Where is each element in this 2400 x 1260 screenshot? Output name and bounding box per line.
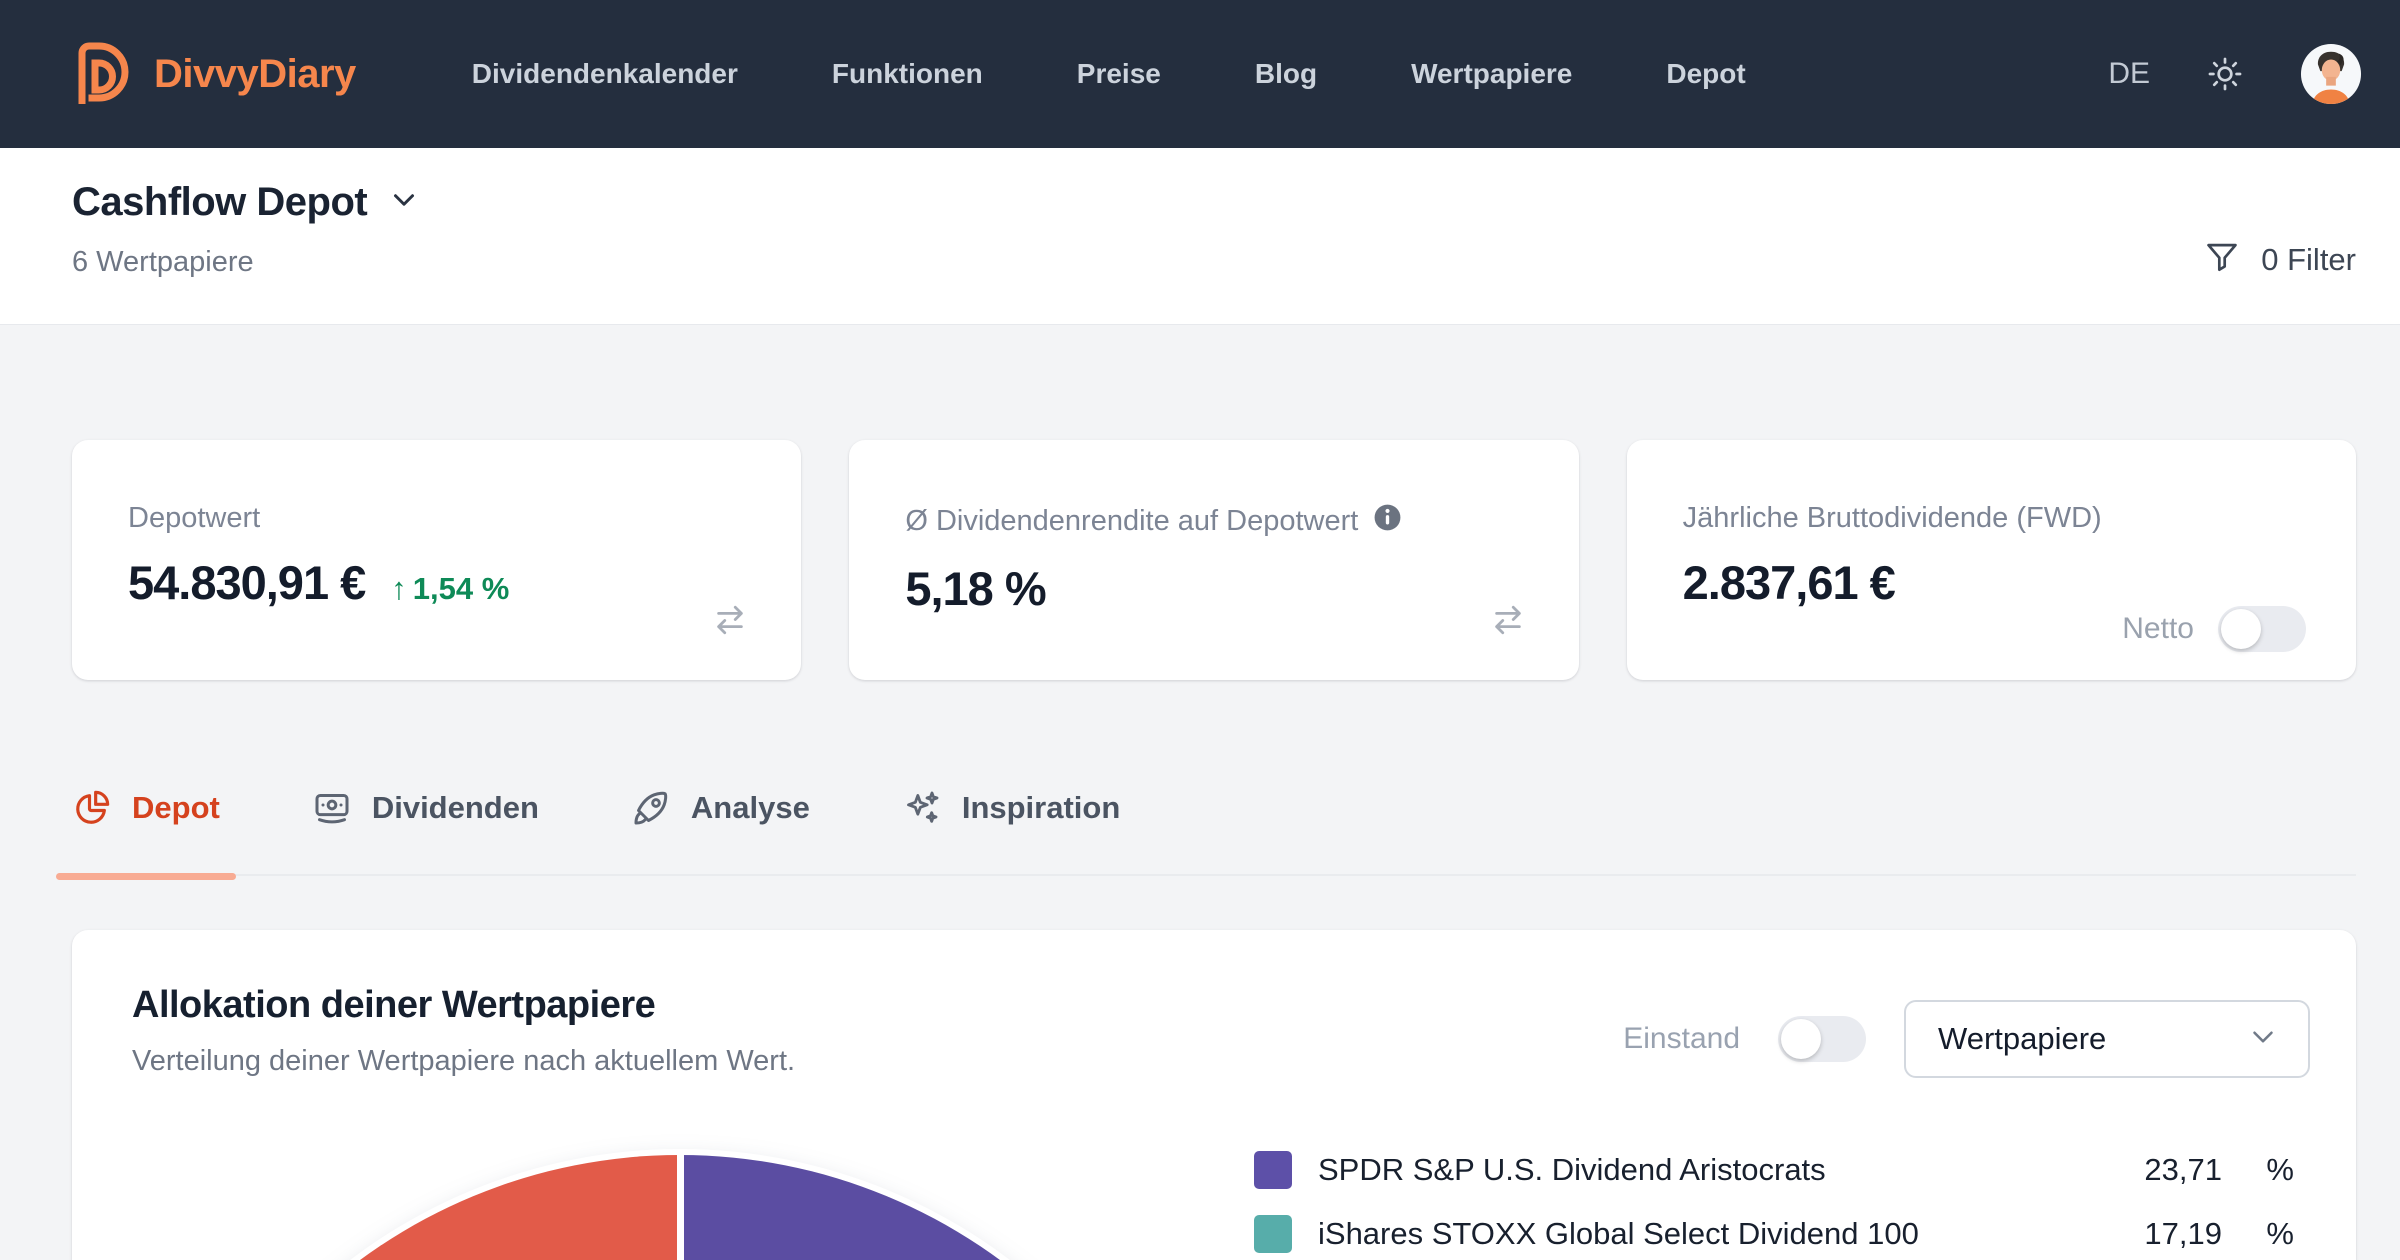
funnel-icon	[2203, 238, 2241, 281]
divvydiary-logo-icon	[70, 40, 134, 109]
einstand-label: Einstand	[1623, 1022, 1740, 1055]
portfolio-selector[interactable]: Cashflow Depot	[72, 180, 421, 225]
grouping-dropdown[interactable]: Wertpapiere	[1904, 1000, 2310, 1078]
tab-analyse-label: Analyse	[690, 790, 810, 825]
stat-card-dividendenrendite: Ø Dividendenrendite auf Depotwert 5,18 %	[849, 440, 1579, 680]
brand-logo[interactable]: DivvyDiary	[70, 40, 356, 109]
swap-metric-icon[interactable]	[1487, 599, 1529, 646]
stat-card-label: Jährliche Bruttodividende (FWD)	[1682, 502, 2102, 534]
legend-item-unit: %	[2266, 1216, 2294, 1251]
nav-link-dividendenkalender[interactable]: Dividendenkalender	[471, 58, 738, 89]
top-navbar: DivvyDiary Dividendenkalender Funktionen…	[0, 0, 2400, 148]
dividendenrendite-value: 5,18 %	[905, 562, 1046, 615]
stat-card-depotwert: Depotwert 54.830,91 € ↑ 1,54 %	[72, 440, 802, 680]
nav-link-preise[interactable]: Preise	[1076, 58, 1161, 89]
stat-card-value-row: 54.830,91 € ↑ 1,54 %	[128, 555, 747, 610]
tab-analyse[interactable]: Analyse	[631, 788, 810, 874]
tab-inspiration-label: Inspiration	[961, 790, 1121, 825]
allocation-legend: SPDR S&P U.S. Dividend Aristocrats 23,71…	[1254, 1148, 2294, 1260]
tab-depot-label: Depot	[132, 790, 220, 825]
legend-item-ishares[interactable]: iShares STOXX Global Select Dividend 100…	[1254, 1212, 2294, 1256]
tab-inspiration[interactable]: Inspiration	[902, 788, 1120, 874]
nav-link-wertpapiere[interactable]: Wertpapiere	[1411, 58, 1573, 89]
dividendenrendite-label: Ø Dividendenrendite auf Depotwert	[905, 505, 1359, 537]
info-icon[interactable]	[1372, 502, 1403, 541]
toggle-knob	[2220, 609, 2261, 649]
language-switcher[interactable]: DE	[2108, 57, 2150, 90]
depotwert-change: ↑ 1,54 %	[391, 571, 509, 607]
toggle-knob	[1781, 1019, 1821, 1059]
allocation-controls: Einstand Wertpapiere	[1623, 1000, 2310, 1078]
tab-dividenden[interactable]: Dividenden	[312, 788, 539, 874]
legend-swatch	[1254, 1215, 1292, 1253]
legend-swatch	[1254, 1151, 1292, 1189]
tab-depot[interactable]: Depot	[56, 788, 236, 880]
stat-card-bruttodividende: Jährliche Bruttodividende (FWD) 2.837,61…	[1626, 440, 2356, 680]
stat-cards-row: Depotwert 54.830,91 € ↑ 1,54 % Ø Dividen…	[72, 440, 2356, 680]
einstand-toggle[interactable]	[1778, 1016, 1866, 1062]
theme-toggle-sun-icon[interactable]	[2206, 55, 2244, 93]
legend-item-name: iShares STOXX Global Select Dividend 100	[1318, 1216, 1919, 1251]
nav-links: Dividendenkalender Funktionen Preise Blo…	[472, 58, 1746, 90]
swap-currency-icon[interactable]	[709, 599, 751, 646]
portfolio-securities-count: 6 Wertpapiere	[72, 246, 254, 278]
allocation-card: Allokation deiner Wertpapiere Verteilung…	[72, 930, 2356, 1260]
nav-link-funktionen[interactable]: Funktionen	[831, 58, 983, 89]
section-tabs: Depot Dividenden Analyse	[56, 788, 2356, 880]
legend-item-value: 23,71	[2144, 1152, 2222, 1187]
grouping-dropdown-value: Wertpapiere	[1938, 1021, 2107, 1056]
rocket-icon	[631, 788, 671, 833]
nav-link-depot[interactable]: Depot	[1666, 58, 1746, 89]
stat-card-value-row: 2.837,61 €	[1683, 555, 2302, 610]
netto-toggle-row: Netto	[2122, 606, 2306, 652]
filter-button[interactable]: 0 Filter	[2203, 238, 2356, 281]
legend-item-value: 17,19	[2144, 1216, 2222, 1251]
legend-item-unit: %	[2266, 1152, 2294, 1187]
tab-dividenden-label: Dividenden	[371, 790, 539, 825]
legend-item-spdr[interactable]: SPDR S&P U.S. Dividend Aristocrats 23,71…	[1254, 1148, 2294, 1192]
chevron-down-icon	[2246, 1020, 2280, 1059]
pie-chart-icon	[72, 788, 112, 833]
sparkles-icon	[902, 788, 942, 833]
allocation-subtitle: Verteilung deiner Wertpapiere nach aktue…	[132, 1045, 796, 1077]
stat-card-value-row: 5,18 %	[905, 561, 1524, 616]
nav-right-cluster: DE	[2108, 43, 2362, 105]
depotwert-change-value: 1,54 %	[412, 571, 510, 606]
brand-name: DivvyDiary	[154, 51, 356, 96]
portfolio-title: Cashflow Depot	[72, 180, 368, 224]
allocation-title: Allokation deiner Wertpapiere	[132, 984, 656, 1026]
portfolio-header: Cashflow Depot 6 Wertpapiere 0 Filter	[0, 148, 2400, 325]
banknote-icon	[312, 788, 352, 833]
user-avatar[interactable]	[2300, 43, 2362, 105]
bruttodividende-value: 2.837,61 €	[1682, 556, 1896, 609]
legend-item-name: SPDR S&P U.S. Dividend Aristocrats	[1318, 1152, 1826, 1187]
filter-count-label: 0 Filter	[2261, 241, 2356, 277]
netto-label: Netto	[2122, 612, 2194, 645]
depotwert-value: 54.830,91 €	[128, 556, 366, 609]
pie-slice-divider	[677, 1152, 684, 1260]
chevron-down-icon	[387, 183, 421, 222]
stat-card-label: Ø Dividendenrendite auf Depotwert	[905, 502, 1524, 541]
arrow-up-icon: ↑	[391, 571, 407, 606]
allocation-header: Allokation deiner Wertpapiere Verteilung…	[132, 984, 795, 1078]
netto-toggle[interactable]	[2217, 606, 2306, 652]
stat-card-label: Depotwert	[128, 502, 261, 534]
nav-link-blog[interactable]: Blog	[1254, 58, 1318, 89]
